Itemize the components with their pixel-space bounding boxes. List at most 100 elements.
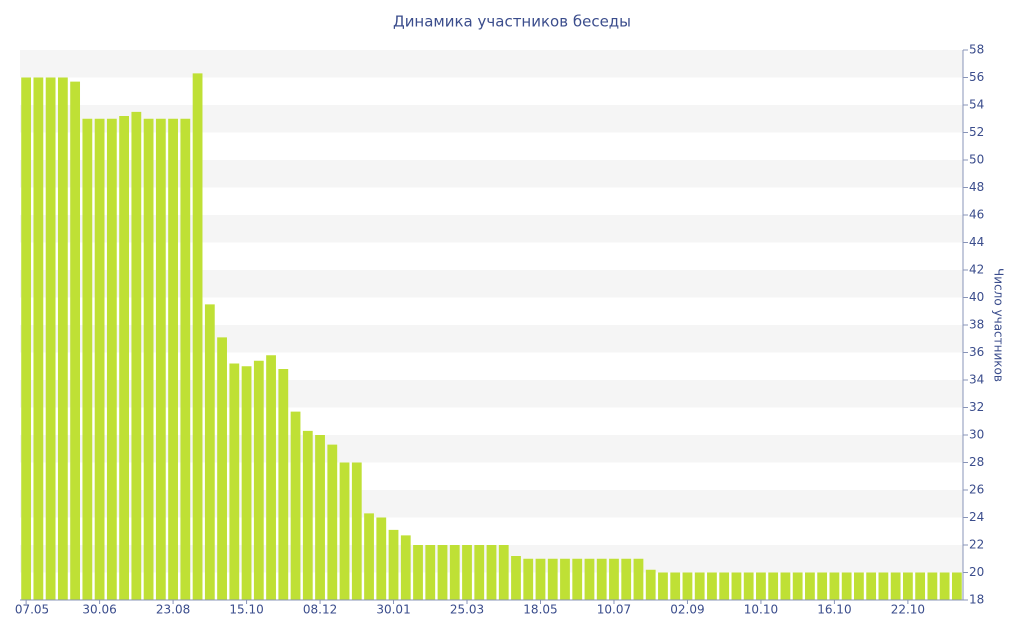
bar — [94, 118, 105, 600]
bar — [670, 572, 681, 600]
y-tick-label: 34 — [969, 373, 984, 387]
bar — [707, 572, 717, 600]
x-tick-label: 23.08 — [156, 603, 190, 617]
bar — [805, 572, 815, 600]
bar — [339, 462, 350, 600]
y-tick-label: 52 — [969, 125, 984, 139]
bar — [217, 337, 227, 600]
bar — [817, 572, 828, 600]
x-tick-label: 22.10 — [891, 603, 925, 617]
bar — [155, 118, 166, 600]
bar — [780, 572, 791, 600]
bar — [474, 545, 485, 600]
bar — [756, 572, 766, 600]
x-tick-label: 30.01 — [376, 603, 410, 617]
x-tick-label: 02.09 — [670, 603, 704, 617]
y-tick-label: 56 — [969, 70, 984, 84]
bar — [792, 572, 803, 600]
bar — [890, 572, 901, 600]
bar — [658, 572, 668, 600]
bar — [278, 369, 289, 600]
bar — [364, 513, 374, 600]
y-tick-label: 20 — [969, 565, 984, 579]
y-tick-label: 18 — [969, 593, 984, 607]
bar — [878, 572, 889, 600]
x-tick-label: 18.05 — [523, 603, 557, 617]
x-tick-label: 25.03 — [450, 603, 484, 617]
bar — [511, 556, 521, 600]
bar — [572, 558, 583, 600]
y-tick-label: 48 — [969, 180, 984, 194]
y-tick-label: 26 — [969, 483, 984, 497]
bar — [315, 435, 325, 600]
bar — [633, 558, 644, 600]
bar — [731, 572, 742, 600]
bar — [290, 411, 301, 600]
y-tick-label: 54 — [969, 98, 984, 112]
bar — [400, 535, 411, 600]
bar — [106, 118, 117, 600]
bar — [437, 545, 448, 600]
bar — [327, 444, 338, 600]
bar — [486, 545, 497, 600]
bar — [376, 517, 387, 600]
bar — [560, 558, 570, 600]
bar — [45, 77, 56, 600]
bar — [829, 572, 840, 600]
bar — [425, 545, 436, 600]
bar — [547, 558, 558, 600]
bar — [131, 111, 142, 600]
x-tick-label: 08.12 — [303, 603, 337, 617]
y-tick-label: 38 — [969, 318, 984, 332]
x-tick-label: 07.05 — [15, 603, 49, 617]
bar — [143, 118, 154, 600]
y-tick-label: 24 — [969, 510, 984, 524]
bar — [915, 572, 926, 600]
y-tick-label: 36 — [969, 345, 984, 359]
y-tick-label: 30 — [969, 428, 984, 442]
y-tick-label: 58 — [969, 43, 984, 57]
bar — [682, 572, 693, 600]
bar — [939, 572, 950, 600]
bar — [21, 77, 32, 600]
bar — [388, 529, 399, 600]
y-tick-label: 50 — [969, 153, 984, 167]
y-tick-label: 22 — [969, 538, 984, 552]
y-tick-label: 28 — [969, 455, 984, 469]
bar — [902, 572, 913, 600]
grid-band — [20, 50, 963, 78]
bar — [927, 572, 938, 600]
bar — [253, 360, 264, 600]
x-tick-label: 30.06 — [82, 603, 116, 617]
bar — [523, 558, 534, 600]
x-tick-label: 10.10 — [744, 603, 778, 617]
bar — [192, 73, 203, 600]
bar — [854, 572, 864, 600]
bar — [645, 569, 656, 600]
chart-title: Динамика участников беседы — [393, 13, 631, 31]
bar — [768, 572, 779, 600]
bar — [535, 558, 546, 600]
bar — [204, 304, 215, 600]
bar — [841, 572, 852, 600]
y-tick-label: 44 — [969, 235, 984, 249]
bar — [302, 430, 313, 600]
x-tick-label: 15.10 — [229, 603, 263, 617]
bar — [449, 545, 460, 600]
bar — [168, 118, 178, 600]
bar — [596, 558, 607, 600]
y-tick-label: 40 — [969, 290, 984, 304]
bar — [609, 558, 619, 600]
bar — [266, 355, 276, 600]
bar — [498, 545, 509, 600]
bar — [351, 462, 362, 600]
bar — [743, 572, 754, 600]
bar — [180, 118, 191, 600]
bar — [57, 77, 68, 600]
y-tick-label: 32 — [969, 400, 984, 414]
x-tick-label: 16.10 — [817, 603, 851, 617]
x-tick-label: 10.07 — [597, 603, 631, 617]
bar — [584, 558, 595, 600]
bar — [229, 363, 240, 600]
